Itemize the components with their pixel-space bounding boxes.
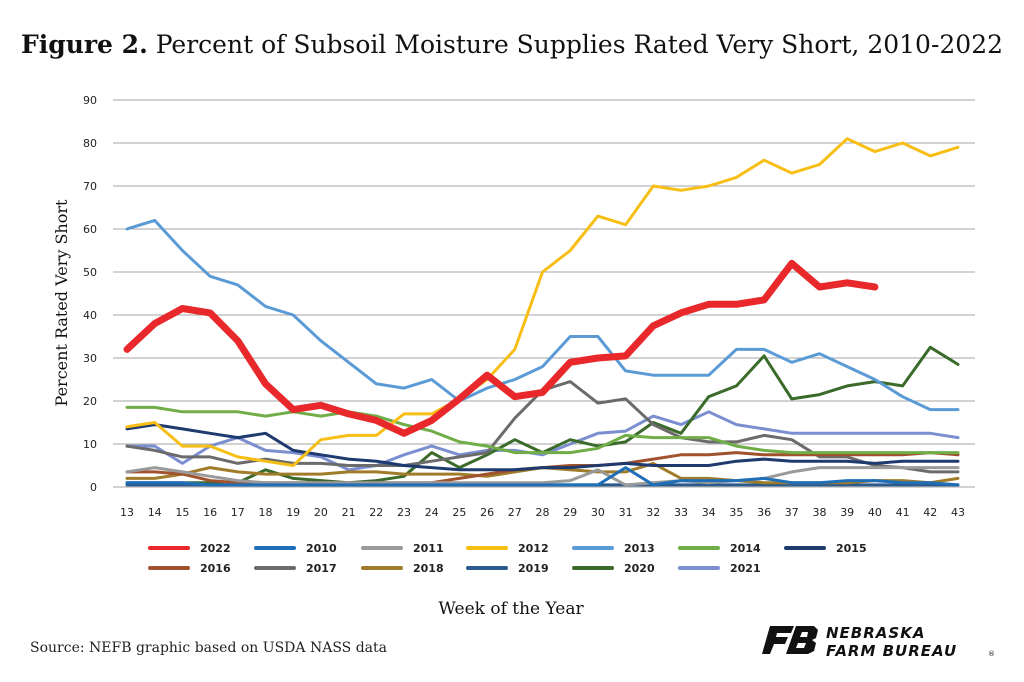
nebraska-farm-bureau-logo: NEBRASKA FARM BUREAU ® (762, 624, 995, 660)
series-line-2012 (125, 137, 960, 467)
fb-logo-mark (762, 626, 818, 654)
x-tick-label: 13 (120, 506, 134, 519)
x-tick-label: 21 (342, 506, 356, 519)
registered-mark: ® (988, 650, 995, 658)
legend-item-2016: 2016 (148, 562, 231, 575)
figure-title: Percent of Subsoil Moisture Supplies Rat… (155, 30, 1004, 59)
legend-item-2017: 2017 (254, 562, 337, 575)
legend-item-2014: 2014 (678, 542, 761, 555)
x-tick-label: 27 (508, 506, 522, 519)
series-line-2015 (125, 423, 960, 472)
x-tick-label: 22 (369, 506, 383, 519)
series-lines (123, 137, 960, 487)
y-tick-label: 50 (83, 266, 97, 279)
legend-item-2018: 2018 (361, 562, 444, 575)
series-line-2011 (125, 466, 960, 487)
series-line-2010 (125, 466, 960, 487)
y-tick-label: 30 (83, 352, 97, 365)
legend-label: 2020 (624, 562, 655, 575)
legend-label: 2013 (624, 542, 655, 555)
x-tick-label: 24 (425, 506, 439, 519)
y-tick-label: 20 (83, 395, 97, 408)
x-tick-label: 16 (203, 506, 217, 519)
x-tick-label: 38 (813, 506, 827, 519)
y-tick-label: 10 (83, 438, 97, 451)
x-tick-label: 39 (840, 506, 854, 519)
x-tick-label: 15 (175, 506, 189, 519)
figure-label: Figure 2. (20, 30, 148, 59)
legend-label: 2016 (200, 562, 231, 575)
legend-label: 2017 (306, 562, 337, 575)
y-axis-ticks: 0 10 20 30 40 50 60 70 80 90 (83, 94, 97, 494)
legend-item-2015: 2015 (784, 542, 867, 555)
x-tick-label: 29 (563, 506, 577, 519)
legend-item-2012: 2012 (466, 542, 549, 555)
series-line-2014 (125, 405, 960, 455)
legend-item-2019: 2019 (466, 562, 549, 575)
x-tick-label: 34 (702, 506, 716, 519)
y-tick-label: 70 (83, 180, 97, 193)
y-tick-label: 80 (83, 137, 97, 150)
legend-label: 2019 (518, 562, 549, 575)
x-axis-label: Week of the Year (438, 599, 584, 619)
legend-label: 2021 (730, 562, 761, 575)
y-axis-label: Percent Rated Very Short (52, 199, 71, 406)
legend-label: 2015 (836, 542, 867, 555)
series-line-2021 (125, 410, 960, 472)
legend-label: 2014 (730, 542, 761, 555)
logo-line-1: NEBRASKA (826, 624, 925, 642)
chart-title: Figure 2. Percent of Subsoil Moisture Su… (0, 30, 1024, 59)
x-tick-label: 40 (868, 506, 882, 519)
x-tick-label: 20 (314, 506, 328, 519)
x-tick-label: 37 (785, 506, 799, 519)
series-line-2013 (125, 218, 960, 412)
legend-label: 2018 (413, 562, 444, 575)
x-tick-label: 14 (148, 506, 162, 519)
x-tick-label: 35 (729, 506, 743, 519)
legend-label: 2012 (518, 542, 549, 555)
legend-label: 2011 (413, 542, 444, 555)
legend-item-2021: 2021 (678, 562, 761, 575)
legend: 2022 2010 2011 2012 2013 2014 2015 2016 2017 2018… (148, 542, 867, 575)
legend-label: 2010 (306, 542, 337, 555)
gridlines (113, 99, 975, 488)
x-axis-ticks: 13 14 15 16 17 18 19 20 21 22 23 24 25 26 27 28 29 30 31 32… (120, 506, 965, 519)
x-tick-label: 43 (951, 506, 965, 519)
x-tick-label: 19 (286, 506, 300, 519)
y-tick-label: 60 (83, 223, 97, 236)
legend-item-2022: 2022 (148, 542, 231, 555)
x-tick-label: 26 (480, 506, 494, 519)
x-tick-label: 33 (674, 506, 688, 519)
x-tick-label: 36 (757, 506, 771, 519)
x-tick-label: 25 (452, 506, 466, 519)
x-tick-label: 17 (231, 506, 245, 519)
x-tick-label: 32 (646, 506, 660, 519)
legend-label: 2022 (200, 542, 231, 555)
y-tick-label: 40 (83, 309, 97, 322)
x-tick-label: 42 (923, 506, 937, 519)
legend-item-2011: 2011 (361, 542, 444, 555)
x-tick-label: 18 (259, 506, 273, 519)
x-tick-label: 30 (591, 506, 605, 519)
y-tick-label: 0 (90, 481, 97, 494)
x-tick-label: 23 (397, 506, 411, 519)
legend-item-2010: 2010 (254, 542, 337, 555)
source-note: Source: NEFB graphic based on USDA NASS … (30, 640, 387, 656)
x-tick-label: 41 (896, 506, 910, 519)
x-tick-label: 31 (619, 506, 633, 519)
x-tick-label: 28 (536, 506, 550, 519)
legend-item-2020: 2020 (572, 562, 655, 575)
series-line-2022 (123, 259, 879, 437)
y-tick-label: 90 (83, 94, 97, 107)
legend-item-2013: 2013 (572, 542, 655, 555)
logo-line-2: FARM BUREAU (826, 642, 957, 660)
